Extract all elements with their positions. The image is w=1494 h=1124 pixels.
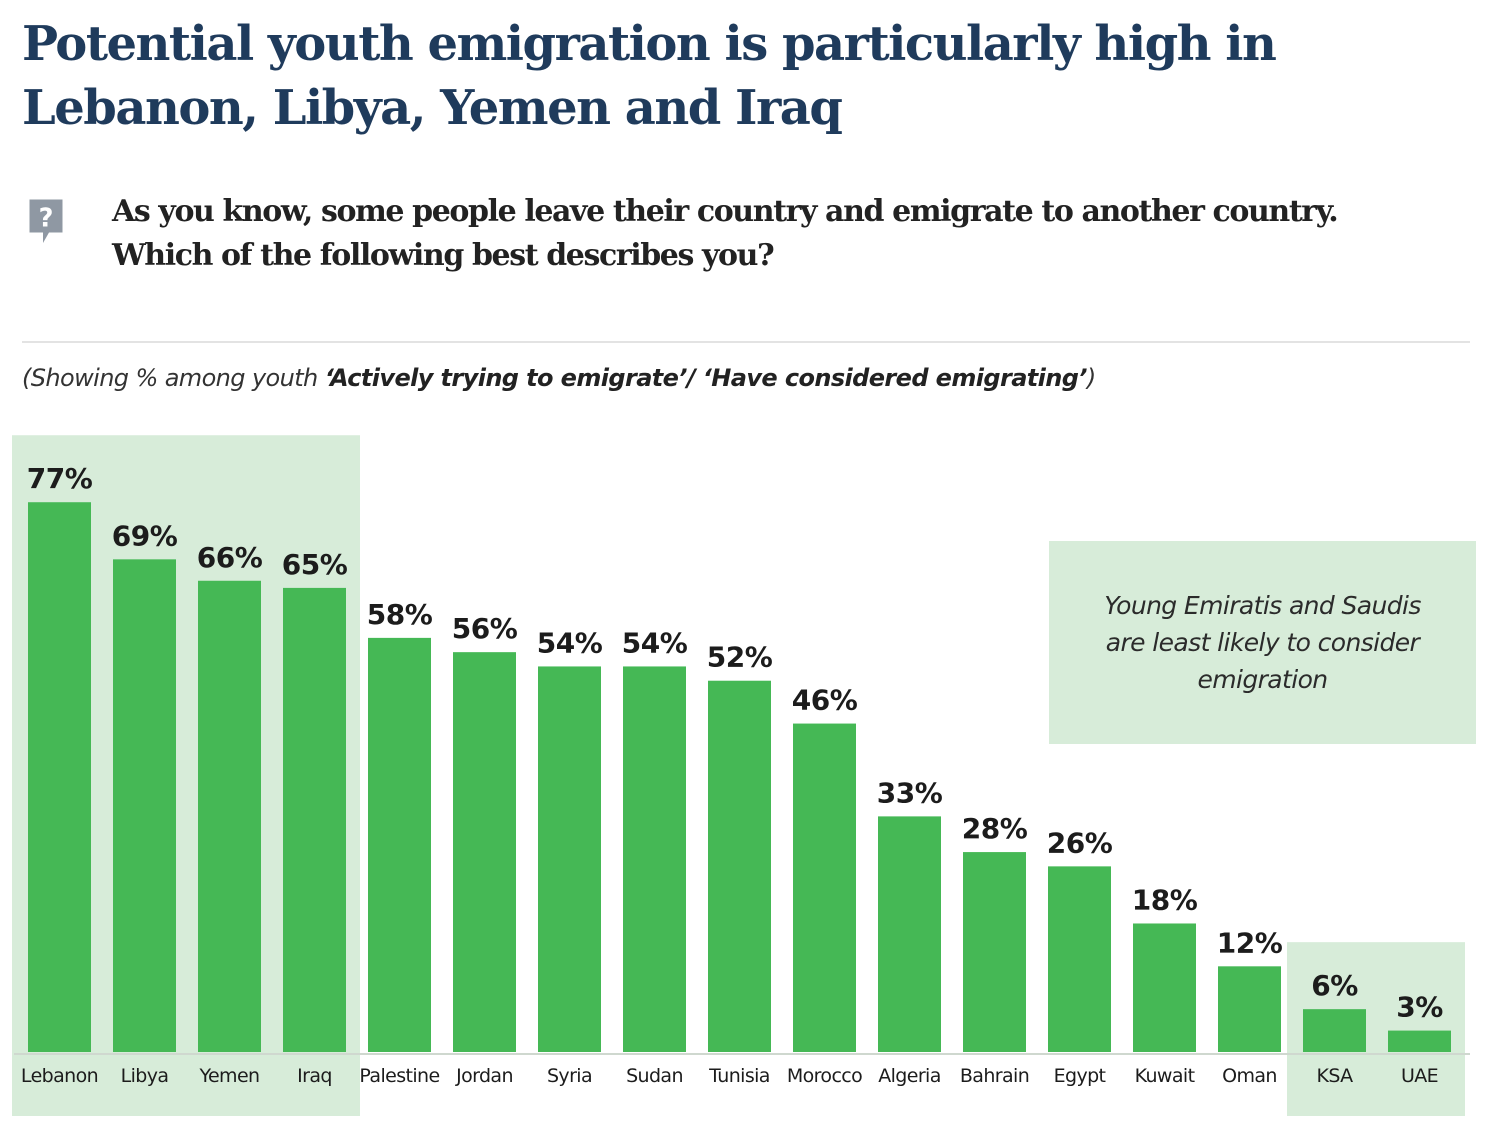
bar-tunisia bbox=[708, 680, 771, 1052]
callout-text: Young Emiratis and Saudis are least like… bbox=[1104, 591, 1421, 694]
bar-ksa bbox=[1303, 1009, 1366, 1052]
value-label-algeria: 33% bbox=[877, 776, 943, 809]
value-label-morocco: 46% bbox=[792, 684, 858, 717]
bar-bahrain bbox=[963, 852, 1026, 1052]
category-label-sudan: Sudan bbox=[626, 1065, 683, 1087]
category-label-uae: UAE bbox=[1401, 1065, 1438, 1087]
subtitle-prefix: (Showing % among youth bbox=[22, 364, 325, 392]
bar-algeria bbox=[878, 816, 941, 1052]
subtitle-suffix: ) bbox=[1086, 364, 1096, 392]
bar-morocco bbox=[793, 723, 856, 1052]
question-line-1: As you know, some people leave their cou… bbox=[112, 194, 1339, 229]
bar-syria bbox=[538, 666, 601, 1052]
bar-yemen bbox=[198, 580, 261, 1052]
bar-palestine bbox=[368, 637, 431, 1052]
bar-jordan bbox=[453, 652, 516, 1052]
category-label-libya: Libya bbox=[121, 1065, 169, 1087]
divider bbox=[22, 341, 1470, 343]
question-mark-speech-bubble-icon: ? bbox=[29, 199, 63, 243]
value-label-syria: 54% bbox=[537, 626, 603, 659]
category-label-tunisia: Tunisia bbox=[708, 1065, 770, 1087]
value-label-palestine: 58% bbox=[367, 598, 433, 631]
category-label-algeria: Algeria bbox=[878, 1065, 941, 1087]
value-label-uae: 3% bbox=[1396, 991, 1443, 1024]
bar-kuwait bbox=[1133, 923, 1196, 1052]
bar-libya bbox=[113, 559, 176, 1052]
category-label-palestine: Palestine bbox=[359, 1065, 439, 1087]
category-label-jordan: Jordan bbox=[455, 1065, 513, 1087]
value-label-lebanon: 77% bbox=[27, 462, 93, 495]
category-label-iraq: Iraq bbox=[297, 1065, 332, 1087]
category-label-morocco: Morocco bbox=[787, 1065, 862, 1087]
bar-oman bbox=[1218, 966, 1281, 1052]
survey-question: As you know, some people leave their cou… bbox=[112, 190, 1452, 278]
value-label-kuwait: 18% bbox=[1132, 883, 1198, 916]
value-label-egypt: 26% bbox=[1047, 826, 1113, 859]
chart-subtitle: (Showing % among youth ‘Actively trying … bbox=[22, 358, 1462, 398]
value-label-iraq: 65% bbox=[282, 548, 348, 581]
category-label-syria: Syria bbox=[547, 1065, 592, 1087]
chart-title: Potential youth emigration is particular… bbox=[22, 16, 1277, 136]
callout-box: Young Emiratis and Saudis are least like… bbox=[1049, 541, 1476, 744]
question-line-2: Which of the following best describes yo… bbox=[112, 238, 775, 273]
subtitle-bold: ‘Actively trying to emigrate’/ ‘Have con… bbox=[324, 364, 1088, 392]
bar-uae bbox=[1388, 1030, 1451, 1052]
svg-text:?: ? bbox=[39, 204, 54, 234]
category-label-ksa: KSA bbox=[1316, 1065, 1353, 1087]
value-label-bahrain: 28% bbox=[962, 812, 1028, 845]
category-label-kuwait: Kuwait bbox=[1135, 1065, 1195, 1087]
bar-iraq bbox=[283, 587, 346, 1052]
category-label-yemen: Yemen bbox=[198, 1065, 259, 1087]
bar-lebanon bbox=[28, 502, 91, 1053]
value-label-jordan: 56% bbox=[452, 612, 518, 645]
value-label-sudan: 54% bbox=[622, 626, 688, 659]
value-label-ksa: 6% bbox=[1311, 969, 1358, 1002]
bar-egypt bbox=[1048, 866, 1111, 1052]
bar-sudan bbox=[623, 666, 686, 1052]
category-label-bahrain: Bahrain bbox=[960, 1065, 1029, 1087]
category-label-egypt: Egypt bbox=[1054, 1065, 1106, 1087]
value-label-tunisia: 52% bbox=[707, 641, 773, 674]
value-label-libya: 69% bbox=[112, 519, 178, 552]
category-label-oman: Oman bbox=[1222, 1065, 1277, 1087]
value-label-oman: 12% bbox=[1217, 926, 1283, 959]
value-label-yemen: 66% bbox=[197, 541, 263, 574]
category-label-lebanon: Lebanon bbox=[21, 1065, 98, 1087]
